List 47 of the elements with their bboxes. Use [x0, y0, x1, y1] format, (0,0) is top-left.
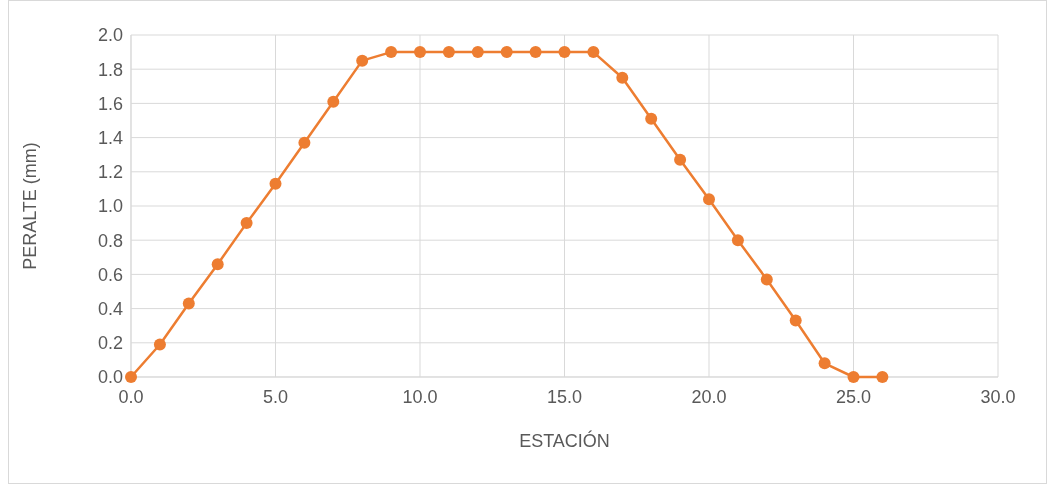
x-axis-title: ESTACIÓN	[519, 430, 610, 451]
y-tick-label: 0.8	[97, 230, 123, 251]
point	[587, 46, 600, 59]
y-tick-label: 0.0	[97, 367, 123, 388]
point	[211, 258, 224, 271]
point	[847, 371, 860, 383]
point	[471, 46, 484, 59]
point	[414, 46, 426, 59]
point	[674, 153, 687, 166]
point	[731, 234, 744, 247]
point	[645, 112, 658, 125]
y-tick-label: 1.2	[97, 162, 123, 183]
point	[818, 357, 831, 370]
point	[616, 71, 629, 84]
point	[240, 217, 253, 230]
y-axis-title: PERALTE (mm)	[20, 142, 40, 270]
x-tick-label: 5.0	[262, 387, 289, 407]
point	[125, 371, 137, 383]
point	[500, 46, 513, 59]
y-tick-label: 0.6	[97, 264, 123, 285]
x-tick-label: 25.0	[835, 387, 872, 407]
x-tick-label: 10.0	[402, 387, 438, 407]
point	[558, 46, 571, 59]
y-tick-label: 0.4	[97, 298, 123, 319]
y-tick-label: 1.0	[97, 196, 123, 217]
point	[442, 46, 455, 59]
x-tick-label: 0.0	[118, 387, 144, 407]
x-tick-label: 15.0	[546, 387, 583, 407]
point	[356, 54, 369, 67]
point	[182, 297, 195, 310]
point	[153, 338, 166, 351]
point	[789, 314, 802, 327]
y-tick-label: 1.4	[97, 127, 123, 148]
y-tick-label: 1.8	[97, 59, 123, 80]
y-tick-label: 2.0	[97, 25, 123, 46]
x-tick-label: 30.0	[980, 387, 1016, 407]
point	[298, 136, 311, 149]
point	[876, 371, 889, 383]
y-tick-label: 1.6	[97, 93, 123, 114]
point	[529, 46, 542, 59]
point	[327, 95, 340, 108]
point	[385, 46, 398, 59]
y-tick-label: 0.2	[97, 333, 123, 354]
point	[269, 177, 282, 190]
x-tick-label: 20.0	[691, 387, 727, 407]
point	[760, 273, 773, 286]
point	[703, 193, 715, 206]
